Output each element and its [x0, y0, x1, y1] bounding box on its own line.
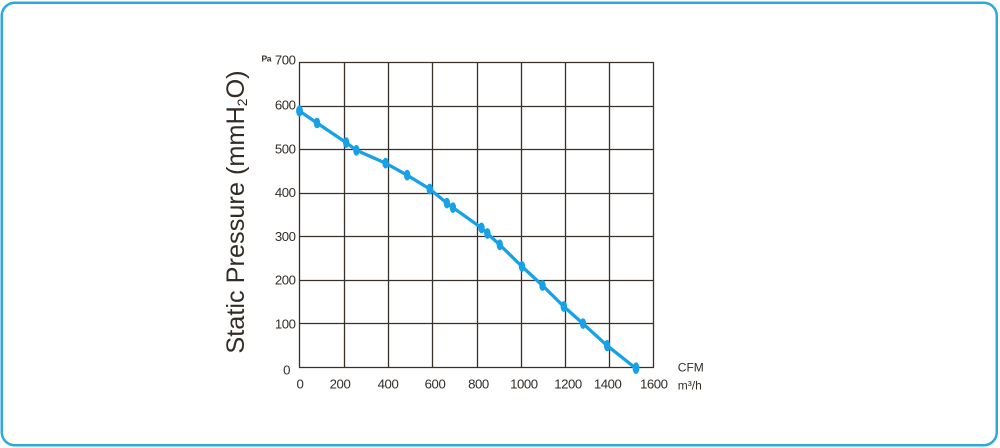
svg-text:1200: 1200 — [554, 376, 582, 391]
svg-text:500: 500 — [275, 142, 296, 157]
svg-text:0: 0 — [297, 376, 304, 391]
svg-text:0: 0 — [283, 362, 290, 377]
svg-text:1400: 1400 — [594, 376, 622, 391]
svg-text:Pa: Pa — [262, 54, 272, 64]
svg-text:200: 200 — [330, 376, 351, 391]
svg-text:600: 600 — [425, 376, 446, 391]
svg-text:1600: 1600 — [640, 376, 668, 391]
svg-text:400: 400 — [275, 185, 296, 200]
svg-text:100: 100 — [275, 316, 296, 331]
svg-text:CFM: CFM — [678, 361, 704, 375]
svg-text:600: 600 — [275, 98, 296, 113]
svg-text:200: 200 — [275, 273, 296, 288]
svg-text:300: 300 — [275, 229, 296, 244]
svg-text:400: 400 — [378, 376, 399, 391]
svg-text:Static Pressure (mmH2O): Static Pressure (mmH2O) — [222, 70, 250, 353]
svg-text:800: 800 — [468, 376, 489, 391]
svg-text:m³/h: m³/h — [678, 379, 702, 393]
svg-text:1000: 1000 — [510, 376, 538, 391]
svg-text:700: 700 — [275, 53, 296, 68]
